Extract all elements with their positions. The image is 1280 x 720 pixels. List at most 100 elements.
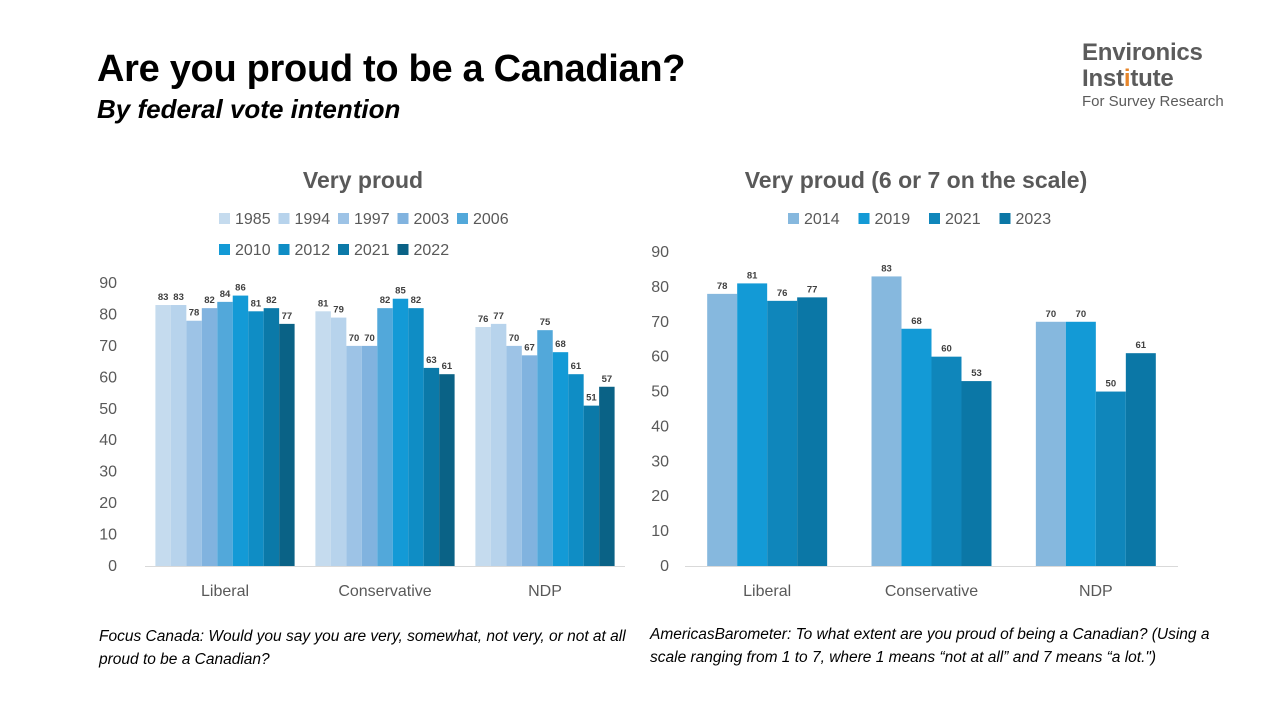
- data-label: 76: [777, 288, 788, 299]
- bar: [346, 345, 362, 566]
- americas-barometer-question-note: AmericasBarometer: To what extent are yo…: [650, 626, 1210, 666]
- legend-swatch: [338, 244, 349, 255]
- bar: [1095, 391, 1126, 566]
- y-tick-label: 50: [99, 401, 117, 418]
- y-tick-label: 70: [99, 338, 117, 355]
- logo-line-2-start: Inst: [1082, 65, 1124, 92]
- bar: [423, 367, 440, 566]
- focus-canada-question-note: Focus Canada: Would you say you are very…: [99, 628, 626, 668]
- chart-title: Very proud: [303, 167, 423, 193]
- category-label: NDP: [528, 583, 562, 600]
- americas-barometer-chart: Very proud (6 or 7 on the scale) 2014 2019…: [651, 167, 1178, 600]
- data-label: 81: [747, 270, 758, 281]
- legend-swatch: [999, 213, 1011, 224]
- data-label: 76: [478, 314, 489, 325]
- data-label: 61: [442, 361, 453, 372]
- bar: [1035, 321, 1066, 566]
- y-tick-label: 80: [99, 306, 117, 323]
- bar: [871, 276, 902, 566]
- data-label: 85: [395, 286, 406, 297]
- data-label: 61: [571, 361, 582, 372]
- logo-line-1: Environics: [1082, 39, 1203, 66]
- data-label: 86: [235, 283, 246, 294]
- legend-swatch: [858, 213, 870, 224]
- y-tick-label: 20: [99, 495, 117, 512]
- data-label: 78: [717, 281, 728, 292]
- legend-swatch: [278, 213, 290, 224]
- data-label: 70: [364, 333, 375, 344]
- legend-label: 2021: [354, 242, 390, 259]
- y-tick-label: 60: [651, 349, 669, 366]
- legend-label: 2003: [414, 211, 450, 228]
- bar: [155, 305, 171, 566]
- legend-label: 2022: [414, 242, 450, 259]
- data-label: 70: [1076, 309, 1087, 320]
- data-label: 83: [881, 263, 892, 274]
- bar: [232, 295, 249, 566]
- data-label: 79: [333, 305, 344, 316]
- data-label: 83: [173, 292, 184, 303]
- bar: [737, 283, 768, 566]
- legend-swatch: [397, 213, 409, 224]
- legend-swatch: [929, 213, 940, 224]
- legend-label: 2023: [1016, 211, 1052, 228]
- data-label: 77: [493, 311, 504, 322]
- y-tick-label: 40: [99, 432, 117, 449]
- y-tick-label: 90: [651, 244, 669, 261]
- bar: [392, 298, 409, 566]
- data-label: 77: [282, 311, 293, 322]
- data-label: 68: [911, 316, 922, 327]
- data-label: 60: [941, 344, 952, 355]
- page-subtitle: By federal vote intention: [97, 94, 401, 124]
- category-label: Conservative: [338, 583, 431, 600]
- data-label: 75: [540, 317, 551, 328]
- data-label: 78: [189, 308, 200, 319]
- bar: [439, 374, 455, 566]
- bar: [361, 345, 378, 566]
- data-label: 81: [318, 298, 329, 309]
- bar: [961, 381, 992, 566]
- logo-line-2-end: tute: [1130, 65, 1174, 92]
- legend-label: 2012: [295, 242, 331, 259]
- y-tick-label: 10: [99, 527, 117, 544]
- bar: [201, 308, 218, 566]
- y-tick-label: 10: [651, 523, 669, 540]
- legend-swatch: [219, 213, 230, 224]
- bar: [931, 356, 962, 566]
- y-tick-label: 50: [651, 384, 669, 401]
- category-label: Conservative: [885, 583, 978, 600]
- y-tick-label: 0: [108, 558, 117, 575]
- data-label: 68: [555, 339, 566, 350]
- y-tick-label: 0: [660, 558, 669, 575]
- bar: [1065, 321, 1096, 566]
- legend-label: 2019: [875, 211, 911, 228]
- bar: [263, 308, 280, 566]
- page-title: Are you proud to be a Canadian?: [97, 48, 686, 90]
- bar: [901, 328, 932, 566]
- bar: [475, 327, 491, 566]
- data-label: 61: [1136, 340, 1147, 351]
- legend-swatch: [219, 244, 230, 255]
- bar: [1125, 353, 1156, 566]
- bar: [797, 297, 828, 566]
- legend-label: 1997: [354, 211, 390, 228]
- bar: [315, 311, 331, 566]
- y-tick-label: 90: [99, 275, 117, 292]
- legend-label: 2014: [804, 211, 840, 228]
- y-tick-label: 80: [651, 279, 669, 296]
- bar: [506, 345, 522, 566]
- data-label: 67: [524, 342, 535, 353]
- bar: [170, 305, 187, 566]
- bar: [490, 323, 507, 566]
- data-label: 57: [602, 374, 613, 385]
- legend-label: 2006: [473, 211, 509, 228]
- y-tick-label: 40: [651, 418, 669, 435]
- logo-line-2: Institute: [1082, 66, 1252, 92]
- bar: [583, 405, 600, 566]
- bar: [767, 300, 798, 566]
- legend-swatch: [338, 213, 349, 224]
- y-tick-label: 60: [99, 369, 117, 386]
- logo-line-3: For Survey Research: [1082, 93, 1224, 110]
- bar: [521, 355, 538, 566]
- data-label: 81: [251, 298, 262, 309]
